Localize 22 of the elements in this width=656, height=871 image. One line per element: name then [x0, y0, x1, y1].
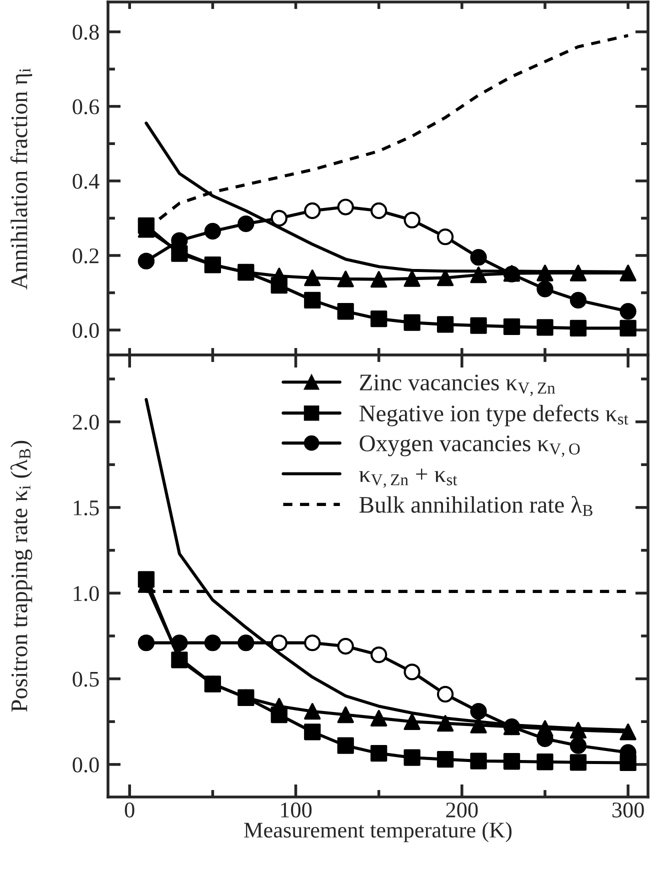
y-tick-label: 0.0: [72, 322, 99, 338]
y-tick-label: 0.5: [72, 672, 99, 687]
x-tick-label: 300: [612, 802, 644, 818]
legend-label: Negative ion type defects κ$_{st}$: [359, 404, 628, 426]
y-tick-label: 0.8: [72, 24, 99, 40]
y-tick-label: 2.0: [72, 414, 99, 430]
x-tick-label: 100: [281, 802, 312, 818]
x-tick-label: 200: [446, 802, 478, 818]
y-axis-title: Annihilation fraction η$_{i}$: [10, 68, 32, 290]
legend-label: κ$_{V,Zn}$ + κ$_{st}$: [359, 468, 458, 488]
y-tick-label: 0.6: [72, 99, 100, 114]
y-axis-title: Positron trapping rate κ$_{i}$ (λ$_{B}$): [10, 440, 32, 712]
legend-label: Zinc vacancies κ$_{V,Zn}$: [360, 374, 556, 396]
legend-label: Bulk annihilation rate λ$_{B}$: [359, 496, 592, 516]
y-tick-label: 0.2: [72, 248, 98, 264]
legend-label: Oxygen vacancies κ$_{V,O}$: [360, 436, 580, 457]
y-tick-label: 1.5: [74, 500, 99, 516]
x-axis-title: Measurement temperature (K): [244, 822, 512, 842]
y-tick-label: 0.0: [72, 757, 99, 772]
x-tick-label: 0: [124, 802, 134, 818]
y-tick-label: 0.4: [72, 174, 100, 189]
y-tick-label: 1.0: [74, 586, 99, 602]
